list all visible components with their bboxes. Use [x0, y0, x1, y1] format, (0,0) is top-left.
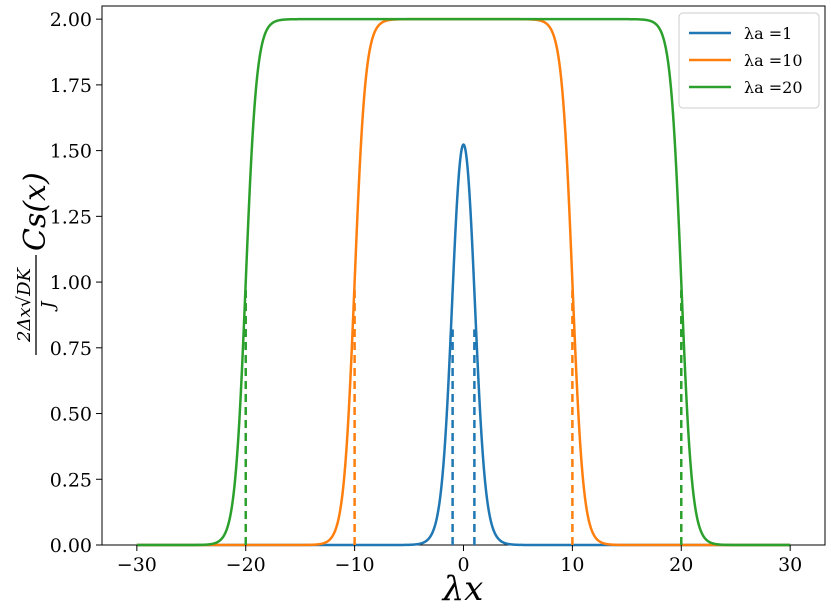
- series-line: [136, 17, 791, 547]
- x-tick-label: 0: [457, 554, 469, 576]
- y-tick-layer: 0.00 0.25 0.50 0.75 1.00 1.25 1.50 1.75 2.00: [50, 9, 102, 557]
- x-tick-label: −30: [117, 554, 157, 576]
- legend-label: λa =10: [744, 51, 803, 70]
- x-axis-title: λx: [441, 569, 484, 609]
- y-axis-title-function: Cs(x): [18, 172, 53, 251]
- y-tick-label: 2.00: [50, 9, 92, 31]
- x-tick-label: 30: [778, 554, 802, 576]
- legend: λa =1 λa =10 λa =20: [678, 12, 820, 109]
- y-tick-label: 1.00: [50, 272, 92, 294]
- legend-entry-2: λa =10: [689, 51, 803, 70]
- x-tick-label: −20: [226, 554, 266, 576]
- y-tick-label: 1.50: [50, 141, 92, 163]
- y-tick-label: 0.00: [50, 535, 92, 557]
- x-tick-layer: −30 −20 −10 0 10 20 30: [117, 545, 802, 576]
- y-tick-label: 0.50: [50, 404, 92, 426]
- legend-entry-3: λa =20: [689, 78, 803, 97]
- y-tick-label: 1.25: [50, 206, 92, 228]
- legend-label: λa =1: [744, 24, 792, 43]
- y-axis-title-numerator: 2Δx√DK: [14, 266, 35, 343]
- legend-box: [678, 12, 820, 109]
- y-axis-title: 2Δx√DK J Cs(x): [14, 172, 59, 355]
- legend-entry-1: λa =1: [689, 24, 792, 43]
- x-tick-label: −10: [335, 554, 375, 576]
- y-tick-label: 1.75: [50, 75, 92, 97]
- y-axis-title-denominator: J: [38, 300, 59, 313]
- x-tick-label: 20: [669, 554, 693, 576]
- dashed-marker-layer: [244, 287, 683, 545]
- x-tick-label: 10: [560, 554, 584, 576]
- legend-label: λa =20: [744, 78, 803, 97]
- y-tick-label: 0.75: [50, 338, 92, 360]
- y-tick-label: 0.25: [50, 469, 92, 491]
